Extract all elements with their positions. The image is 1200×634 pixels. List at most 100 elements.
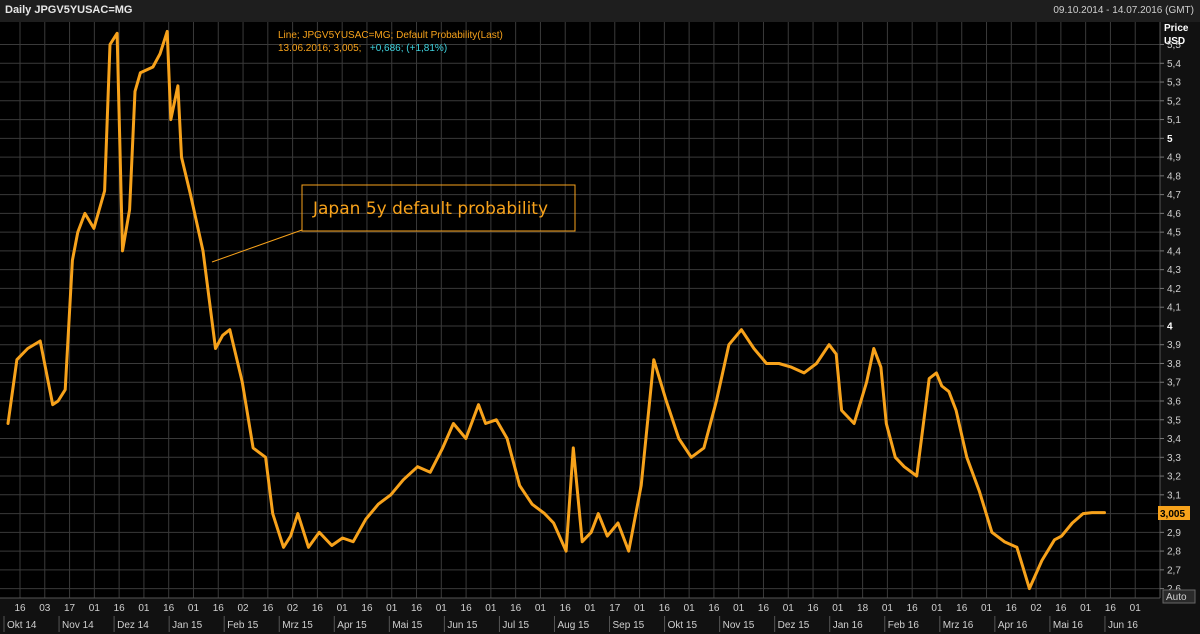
x-month-label: Aug 15 bbox=[557, 620, 589, 631]
y-tick-label: 4,4 bbox=[1167, 246, 1181, 257]
y-tick-label: 2,7 bbox=[1167, 565, 1181, 576]
x-tick-label: 01 bbox=[783, 603, 795, 614]
last-value-label: 3,005 bbox=[1160, 509, 1185, 520]
x-month-label: Mrz 15 bbox=[282, 620, 313, 631]
x-tick-label: 17 bbox=[64, 603, 76, 614]
x-tick-label: 16 bbox=[312, 603, 324, 614]
x-tick-label: 16 bbox=[659, 603, 671, 614]
annotation-text: Japan 5y default probability bbox=[312, 199, 548, 219]
y-tick-label: 4,9 bbox=[1167, 153, 1181, 164]
chart-canvas[interactable]: Line; JPGV5YUSAC=MG; Default Probability… bbox=[0, 22, 1200, 634]
x-tick-label: 16 bbox=[956, 603, 968, 614]
last-value-marker bbox=[1158, 506, 1190, 520]
y-tick-label: 5,3 bbox=[1167, 78, 1181, 89]
y-tick-label: 4,5 bbox=[1167, 228, 1181, 239]
y-tick-label: 4,8 bbox=[1167, 171, 1181, 182]
series-line[interactable] bbox=[6, 29, 1106, 591]
x-tick-label: 01 bbox=[337, 603, 349, 614]
x-month-label: Sep 15 bbox=[613, 620, 645, 631]
x-tick-label: 16 bbox=[163, 603, 175, 614]
y-tick-label: 5,1 bbox=[1167, 115, 1181, 126]
x-tick-label: 16 bbox=[708, 603, 720, 614]
y-tick-label: 2,8 bbox=[1167, 547, 1181, 558]
x-tick-label: 16 bbox=[560, 603, 572, 614]
x-tick-label: 01 bbox=[1080, 603, 1092, 614]
x-month-label: Feb 15 bbox=[227, 620, 259, 631]
x-month-label: Apr 15 bbox=[337, 620, 367, 631]
x-month-label: Jun 15 bbox=[447, 620, 477, 631]
y-tick-label: 4,7 bbox=[1167, 190, 1181, 201]
y-tick-label: 3,7 bbox=[1167, 378, 1181, 389]
x-tick-label: 01 bbox=[634, 603, 646, 614]
y-tick-label: 5,4 bbox=[1167, 59, 1181, 70]
x-axis-panel bbox=[0, 598, 1200, 634]
x-tick-label: 01 bbox=[832, 603, 844, 614]
annotation-box bbox=[301, 184, 576, 232]
x-month-label: Apr 16 bbox=[998, 620, 1028, 631]
x-tick-label: 01 bbox=[89, 603, 101, 614]
x-month-label: Jul 15 bbox=[502, 620, 529, 631]
x-month-label: Jan 16 bbox=[833, 620, 863, 631]
y-tick-label: 5 bbox=[1167, 134, 1173, 145]
x-tick-label: 01 bbox=[733, 603, 745, 614]
x-tick-label: 03 bbox=[39, 603, 51, 614]
x-tick-label: 01 bbox=[535, 603, 547, 614]
y-tick-label: 4,6 bbox=[1167, 209, 1181, 220]
x-tick-label: 01 bbox=[485, 603, 497, 614]
x-axis-day-ticks: 16 03 17 01 16 01 16 01 16 02 16 02 16 01 16 01 16 01 16 01… bbox=[14, 603, 1141, 614]
y-tick-label: 5,2 bbox=[1167, 96, 1181, 107]
x-tick-label: 16 bbox=[262, 603, 274, 614]
x-month-label: Jun 16 bbox=[1108, 620, 1138, 631]
legend-change: +0,686; (+1,81%) bbox=[370, 43, 447, 54]
x-tick-label: 16 bbox=[807, 603, 819, 614]
x-tick-label: 01 bbox=[584, 603, 596, 614]
legend-last-value: 13.06.2016; 3,005; +0,686; (+1,81%) bbox=[278, 38, 447, 55]
y-axis-unit: USD bbox=[1164, 36, 1185, 47]
y-tick-label: 3,2 bbox=[1167, 472, 1181, 483]
x-tick-label: 16 bbox=[907, 603, 919, 614]
chart-title: Daily JPGV5YUSAC=MG bbox=[5, 4, 133, 16]
y-tick-label: 4 bbox=[1167, 321, 1173, 332]
x-tick-label: 16 bbox=[510, 603, 522, 614]
y-tick-label: 5,5 bbox=[1167, 40, 1181, 51]
date-range: 09.10.2014 - 14.07.2016 (GMT) bbox=[1053, 5, 1194, 16]
x-tick-label: 02 bbox=[237, 603, 249, 614]
x-tick-label: 16 bbox=[411, 603, 423, 614]
y-tick-label: 4,2 bbox=[1167, 284, 1181, 295]
y-tick-label: 3,8 bbox=[1167, 359, 1181, 370]
x-tick-label: 01 bbox=[188, 603, 200, 614]
x-tick-label: 01 bbox=[138, 603, 150, 614]
x-tick-label: 01 bbox=[981, 603, 993, 614]
x-tick-label: 16 bbox=[213, 603, 225, 614]
x-month-label: Dez 15 bbox=[778, 620, 810, 631]
x-tick-label: 18 bbox=[857, 603, 869, 614]
y-tick-label: 3,9 bbox=[1167, 340, 1181, 351]
y-axis-panel bbox=[1160, 22, 1200, 634]
gridlines bbox=[0, 22, 1160, 598]
x-tick-label: 01 bbox=[386, 603, 398, 614]
x-month-label: Okt 14 bbox=[7, 620, 37, 631]
x-month-label: Nov 14 bbox=[62, 620, 94, 631]
x-tick-label: 16 bbox=[14, 603, 26, 614]
y-tick-label: 3,3 bbox=[1167, 453, 1181, 464]
x-month-label: Mai 16 bbox=[1053, 620, 1083, 631]
auto-scale-label: Auto bbox=[1166, 592, 1187, 603]
x-tick-label: 01 bbox=[436, 603, 448, 614]
x-tick-label: 01 bbox=[882, 603, 894, 614]
legend-date-value: 13.06.2016; 3,005; bbox=[278, 43, 361, 54]
legend-series-label: Line; JPGV5YUSAC=MG; Default Probability… bbox=[278, 30, 503, 41]
x-month-label: Okt 15 bbox=[668, 620, 698, 631]
annotation-leader-line bbox=[211, 229, 303, 263]
auto-scale-button[interactable] bbox=[1162, 589, 1196, 604]
x-tick-label: 16 bbox=[361, 603, 373, 614]
x-tick-label: 16 bbox=[461, 603, 473, 614]
x-month-label: Nov 15 bbox=[723, 620, 755, 631]
y-tick-label: 4,3 bbox=[1167, 265, 1181, 276]
y-tick-label: 3,1 bbox=[1167, 490, 1181, 501]
x-tick-label: 02 bbox=[287, 603, 299, 614]
x-tick-label: 01 bbox=[1130, 603, 1142, 614]
y-axis-title: Price bbox=[1164, 23, 1189, 34]
x-tick-label: 16 bbox=[1055, 603, 1067, 614]
x-month-label: Dez 14 bbox=[117, 620, 149, 631]
x-tick-label: 16 bbox=[114, 603, 126, 614]
